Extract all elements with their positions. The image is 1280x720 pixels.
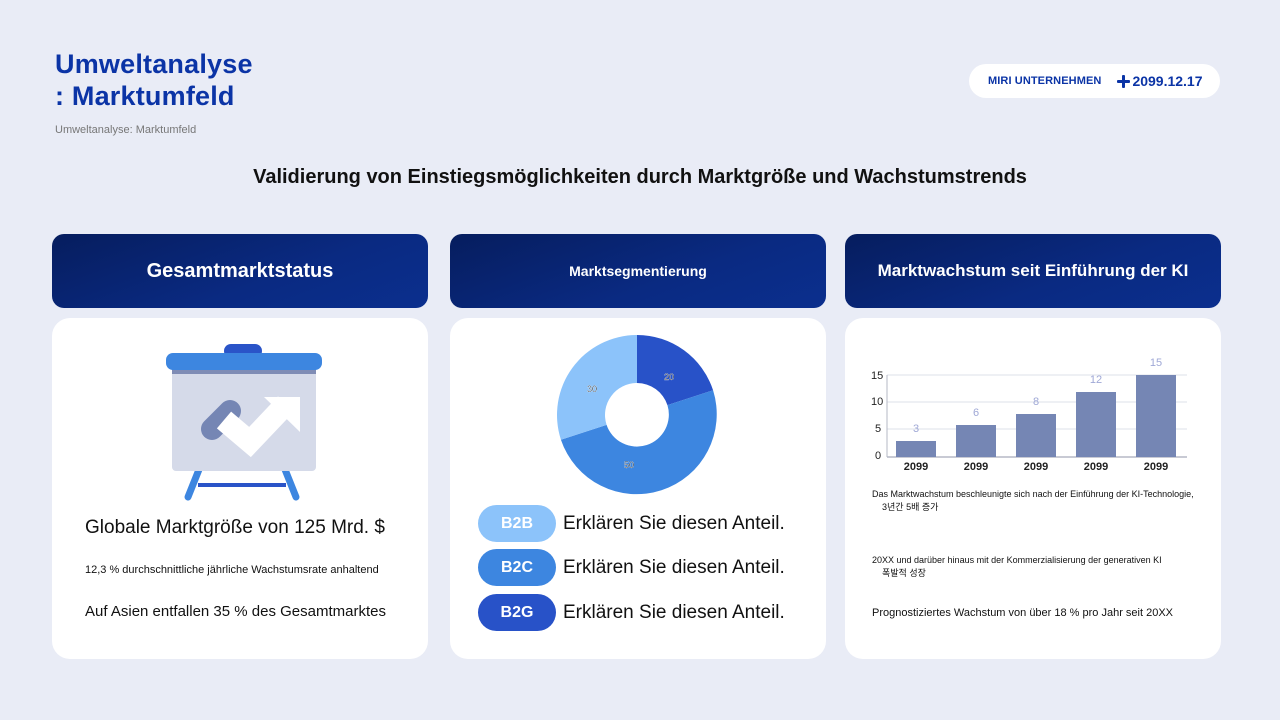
donut-label-b2b: 30 xyxy=(587,384,597,394)
legend-item-b2b: B2B Erklären Sie diesen Anteil. xyxy=(478,505,785,542)
card-ai-growth: 15 10 5 0 3 6 8 12 15 2099 2099 xyxy=(845,318,1221,659)
column-header-market-status: Gesamtmarktstatus xyxy=(52,234,428,308)
svg-text:2099: 2099 xyxy=(1084,461,1108,473)
svg-text:8: 8 xyxy=(1033,396,1039,408)
legend-item-b2c: B2C Erklären Sie diesen Anteil. xyxy=(478,549,785,586)
y-axis-ticks: 15 10 5 0 xyxy=(871,370,883,462)
legend-item-b2g: B2G Erklären Sie diesen Anteil. xyxy=(478,594,785,631)
svg-text:6: 6 xyxy=(973,407,979,419)
presentation-easel-chart-icon xyxy=(166,344,322,501)
donut-label-b2g: 20 xyxy=(664,372,674,382)
plus-icon xyxy=(1117,74,1131,88)
growth-note-3: Prognostiziertes Wachstum von über 18 % … xyxy=(872,607,1174,619)
asia-share-text: Auf Asien entfallen 35 % des Gesamtmarkt… xyxy=(85,603,386,620)
page-title-line1: Umweltanalyse xyxy=(55,49,253,79)
svg-text:2099: 2099 xyxy=(1144,461,1168,473)
svg-text:2099: 2099 xyxy=(1024,461,1048,473)
page-title: Umweltanalyse : Marktumfeld xyxy=(55,48,253,112)
legend-pill-b2b: B2B xyxy=(478,505,556,542)
svg-text:3: 3 xyxy=(913,423,919,435)
svg-text:0: 0 xyxy=(875,450,881,462)
legend-text-b2b: Erklären Sie diesen Anteil. xyxy=(563,512,785,534)
date-label: 2099.12.17 xyxy=(1132,73,1203,89)
card-market-status: Globale Marktgröße von 125 Mrd. $ 12,3 %… xyxy=(52,318,428,659)
x-axis-labels: 2099 2099 2099 2099 2099 xyxy=(904,461,1168,473)
card-segmentation: 20 50 30 B2B Erklären Sie diesen Anteil.… xyxy=(450,318,826,659)
column-header-segmentation: Marktsegmentierung xyxy=(450,234,826,308)
svg-text:10: 10 xyxy=(871,396,883,408)
breadcrumb: Umweltanalyse: Marktumfeld xyxy=(55,124,197,136)
bars-group xyxy=(896,375,1176,457)
svg-text:15: 15 xyxy=(871,370,883,382)
svg-text:12: 12 xyxy=(1090,374,1102,386)
company-date-badge: MIRI UNTERNEHMEN 2099.12.17 xyxy=(969,64,1220,98)
page-subtitle: Validierung von Einstiegsmöglichkeiten d… xyxy=(253,166,1027,188)
svg-text:2099: 2099 xyxy=(964,461,988,473)
legend-pill-b2c: B2C xyxy=(478,549,556,586)
bar-value-labels: 3 6 8 12 15 xyxy=(913,357,1162,435)
column-header-ai-growth: Marktwachstum seit Einführung der KI xyxy=(845,234,1221,308)
company-name: MIRI UNTERNEHMEN xyxy=(988,75,1102,87)
page-title-line2: : Marktumfeld xyxy=(55,81,235,111)
legend-text-b2g: Erklären Sie diesen Anteil. xyxy=(563,601,785,623)
date-group: 2099.12.17 xyxy=(1117,73,1203,89)
cagr-text: 12,3 % durchschnittliche jährliche Wachs… xyxy=(85,564,379,576)
growth-note-1: Das Marktwachstum beschleunigte sich nac… xyxy=(872,489,1194,512)
growth-bar-chart: 15 10 5 0 3 6 8 12 15 2099 2099 xyxy=(871,357,1187,473)
market-size-text: Globale Marktgröße von 125 Mrd. $ xyxy=(85,517,385,538)
title-block: Umweltanalyse : Marktumfeld Umweltanalys… xyxy=(55,48,253,136)
legend-text-b2c: Erklären Sie diesen Anteil. xyxy=(563,556,785,578)
donut-label-b2c: 50 xyxy=(624,460,634,470)
growth-note-2: 20XX und darüber hinaus mit der Kommerzi… xyxy=(872,555,1162,578)
legend-pill-b2g: B2G xyxy=(478,594,556,631)
svg-text:5: 5 xyxy=(875,423,881,435)
segmentation-donut-chart: 20 50 30 xyxy=(557,335,717,495)
svg-text:15: 15 xyxy=(1150,357,1162,369)
svg-text:2099: 2099 xyxy=(904,461,928,473)
